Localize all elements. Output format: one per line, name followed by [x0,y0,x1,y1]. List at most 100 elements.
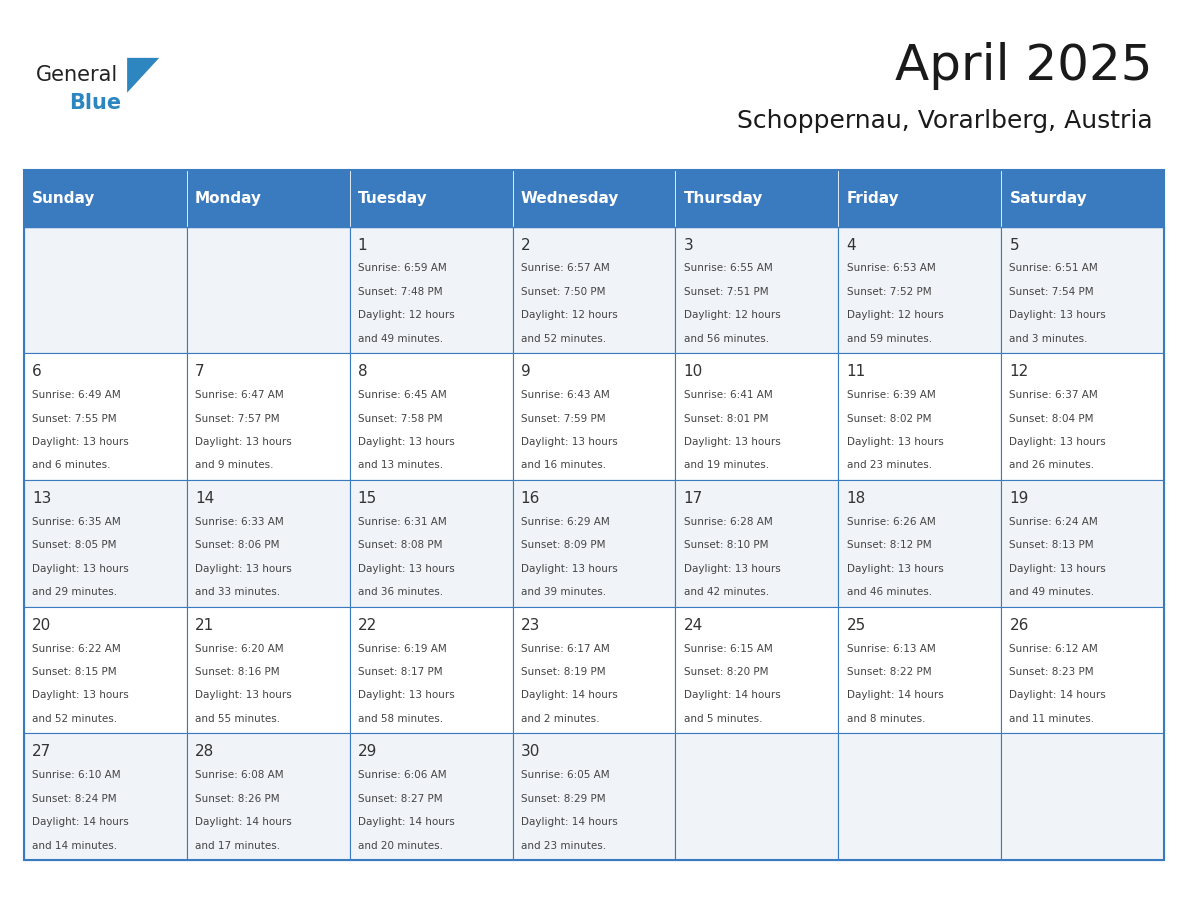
Text: 28: 28 [195,744,214,759]
Polygon shape [127,58,159,93]
Text: Sunrise: 6:55 AM: Sunrise: 6:55 AM [683,263,772,274]
Text: Sunset: 8:19 PM: Sunset: 8:19 PM [520,667,606,677]
Text: Sunset: 7:58 PM: Sunset: 7:58 PM [358,414,442,423]
Text: Sunset: 8:08 PM: Sunset: 8:08 PM [358,541,442,550]
Text: Sunset: 8:10 PM: Sunset: 8:10 PM [683,541,769,550]
Text: Daylight: 14 hours: Daylight: 14 hours [520,690,618,700]
Text: 27: 27 [32,744,51,759]
Text: and 33 minutes.: and 33 minutes. [195,588,280,597]
Text: and 49 minutes.: and 49 minutes. [1010,588,1094,597]
Text: Sunrise: 6:20 AM: Sunrise: 6:20 AM [195,644,284,654]
FancyBboxPatch shape [187,353,349,480]
Text: Sunrise: 6:45 AM: Sunrise: 6:45 AM [358,390,447,400]
Text: Schoppernau, Vorarlberg, Austria: Schoppernau, Vorarlberg, Austria [737,109,1152,133]
Text: Sunrise: 6:17 AM: Sunrise: 6:17 AM [520,644,609,654]
Text: 12: 12 [1010,364,1029,379]
Text: Daylight: 13 hours: Daylight: 13 hours [847,564,943,574]
Text: Sunset: 8:02 PM: Sunset: 8:02 PM [847,414,931,423]
FancyBboxPatch shape [676,227,839,353]
Text: Sunset: 8:01 PM: Sunset: 8:01 PM [683,414,769,423]
Text: Sunrise: 6:37 AM: Sunrise: 6:37 AM [1010,390,1098,400]
Text: 11: 11 [847,364,866,379]
Text: 22: 22 [358,618,377,633]
FancyBboxPatch shape [676,170,839,227]
Text: Sunrise: 6:41 AM: Sunrise: 6:41 AM [683,390,772,400]
Text: Sunrise: 6:08 AM: Sunrise: 6:08 AM [195,770,284,780]
Text: 26: 26 [1010,618,1029,633]
Text: 23: 23 [520,618,541,633]
Text: Daylight: 13 hours: Daylight: 13 hours [520,564,618,574]
Text: Sunrise: 6:59 AM: Sunrise: 6:59 AM [358,263,447,274]
Text: Sunset: 7:48 PM: Sunset: 7:48 PM [358,287,442,297]
Text: and 55 minutes.: and 55 minutes. [195,714,280,723]
Text: Sunrise: 6:53 AM: Sunrise: 6:53 AM [847,263,935,274]
Text: 1: 1 [358,238,367,252]
FancyBboxPatch shape [676,353,839,480]
Text: 29: 29 [358,744,377,759]
Text: Daylight: 14 hours: Daylight: 14 hours [195,817,291,827]
Text: 20: 20 [32,618,51,633]
Text: Sunset: 8:17 PM: Sunset: 8:17 PM [358,667,442,677]
Text: Daylight: 13 hours: Daylight: 13 hours [683,564,781,574]
Text: Sunset: 8:20 PM: Sunset: 8:20 PM [683,667,769,677]
FancyBboxPatch shape [349,480,512,607]
Text: and 11 minutes.: and 11 minutes. [1010,714,1094,723]
Text: Monday: Monday [195,191,261,206]
Text: 6: 6 [32,364,42,379]
Text: Daylight: 14 hours: Daylight: 14 hours [847,690,943,700]
Text: Sunrise: 6:13 AM: Sunrise: 6:13 AM [847,644,935,654]
FancyBboxPatch shape [24,227,187,353]
FancyBboxPatch shape [349,227,512,353]
Text: Sunset: 8:24 PM: Sunset: 8:24 PM [32,794,116,803]
Text: and 3 minutes.: and 3 minutes. [1010,334,1088,343]
Text: and 16 minutes.: and 16 minutes. [520,461,606,470]
Text: Sunset: 8:16 PM: Sunset: 8:16 PM [195,667,279,677]
FancyBboxPatch shape [1001,170,1164,227]
Text: 13: 13 [32,491,51,506]
Text: Daylight: 13 hours: Daylight: 13 hours [358,437,455,447]
Text: Blue: Blue [69,93,121,113]
Text: and 49 minutes.: and 49 minutes. [358,334,443,343]
Text: Daylight: 13 hours: Daylight: 13 hours [520,437,618,447]
Text: Sunrise: 6:57 AM: Sunrise: 6:57 AM [520,263,609,274]
Text: and 59 minutes.: and 59 minutes. [847,334,931,343]
Text: and 58 minutes.: and 58 minutes. [358,714,443,723]
Text: Daylight: 14 hours: Daylight: 14 hours [520,817,618,827]
FancyBboxPatch shape [512,353,676,480]
Text: Sunrise: 6:12 AM: Sunrise: 6:12 AM [1010,644,1098,654]
Text: Sunset: 8:06 PM: Sunset: 8:06 PM [195,541,279,550]
Text: Sunset: 7:52 PM: Sunset: 7:52 PM [847,287,931,297]
Text: Daylight: 13 hours: Daylight: 13 hours [358,690,455,700]
Text: and 19 minutes.: and 19 minutes. [683,461,769,470]
Text: Daylight: 13 hours: Daylight: 13 hours [683,437,781,447]
Text: and 2 minutes.: and 2 minutes. [520,714,599,723]
Text: and 26 minutes.: and 26 minutes. [1010,461,1094,470]
Text: and 36 minutes.: and 36 minutes. [358,588,443,597]
Text: Sunrise: 6:31 AM: Sunrise: 6:31 AM [358,517,447,527]
Text: and 8 minutes.: and 8 minutes. [847,714,925,723]
FancyBboxPatch shape [187,733,349,860]
Text: Daylight: 13 hours: Daylight: 13 hours [1010,564,1106,574]
Text: Sunset: 8:05 PM: Sunset: 8:05 PM [32,541,116,550]
Text: Sunset: 8:12 PM: Sunset: 8:12 PM [847,541,931,550]
Text: and 52 minutes.: and 52 minutes. [520,334,606,343]
FancyBboxPatch shape [676,607,839,733]
Text: Sunrise: 6:26 AM: Sunrise: 6:26 AM [847,517,935,527]
FancyBboxPatch shape [839,227,1001,353]
Text: Sunrise: 6:43 AM: Sunrise: 6:43 AM [520,390,609,400]
Text: and 23 minutes.: and 23 minutes. [520,841,606,850]
Text: Daylight: 12 hours: Daylight: 12 hours [520,310,618,320]
Text: and 17 minutes.: and 17 minutes. [195,841,280,850]
FancyBboxPatch shape [676,733,839,860]
Text: Daylight: 13 hours: Daylight: 13 hours [195,437,291,447]
FancyBboxPatch shape [187,607,349,733]
FancyBboxPatch shape [676,480,839,607]
FancyBboxPatch shape [839,170,1001,227]
Text: Sunset: 8:29 PM: Sunset: 8:29 PM [520,794,606,803]
Text: 14: 14 [195,491,214,506]
Text: and 29 minutes.: and 29 minutes. [32,588,118,597]
Text: and 20 minutes.: and 20 minutes. [358,841,443,850]
Text: Wednesday: Wednesday [520,191,619,206]
Text: 19: 19 [1010,491,1029,506]
Text: Sunrise: 6:10 AM: Sunrise: 6:10 AM [32,770,120,780]
